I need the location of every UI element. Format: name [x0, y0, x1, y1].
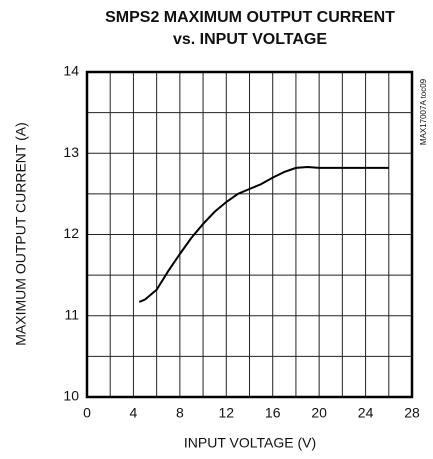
x-axis-label: INPUT VOLTAGE (V)	[184, 435, 316, 451]
x-tick-label: 4	[130, 405, 138, 421]
x-tick-label: 16	[265, 405, 281, 421]
plot-frame	[85, 70, 414, 399]
chart-title: SMPS2 MAXIMUM OUTPUT CURRENT	[105, 9, 395, 26]
x-tick-label: 20	[311, 405, 327, 421]
x-tick-label: 0	[83, 405, 91, 421]
y-tick-label: 11	[64, 306, 79, 322]
y-axis-label: MAXIMUM OUTPUT CURRENT (A)	[13, 122, 29, 345]
y-tick-label: 14	[63, 63, 79, 79]
y-tick-label: 13	[63, 144, 79, 160]
x-tick-label: 28	[404, 405, 420, 421]
x-tick-label: 12	[218, 405, 234, 421]
annotation: MAX17007A toc09	[419, 78, 428, 145]
y-tick-label: 10	[63, 388, 79, 404]
x-tick-label: 24	[358, 405, 374, 421]
y-tick-label: 12	[63, 225, 79, 241]
data-line	[138, 166, 389, 303]
x-tick-label: 8	[176, 405, 184, 421]
chart-title: vs. INPUT VOLTAGE	[173, 31, 327, 48]
